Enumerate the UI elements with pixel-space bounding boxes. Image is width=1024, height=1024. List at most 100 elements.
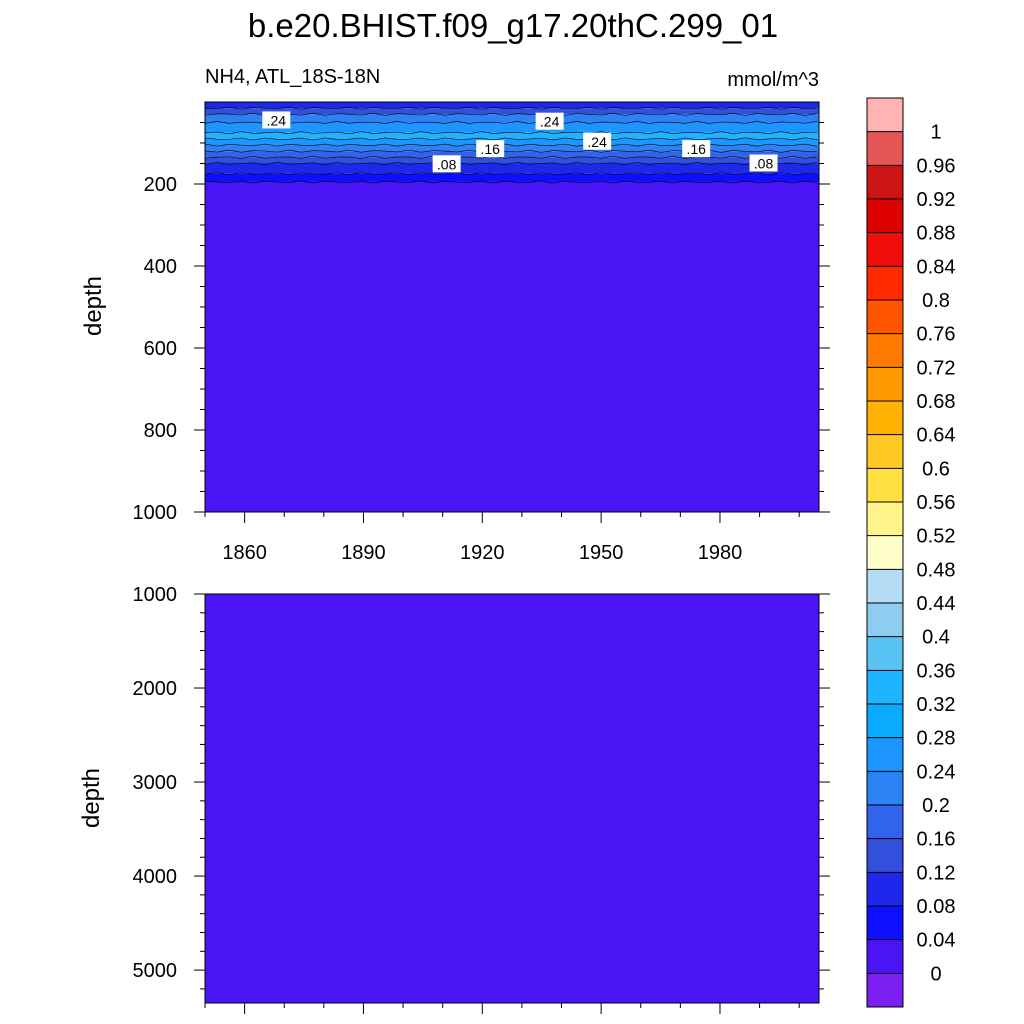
contour-label: .24 bbox=[262, 111, 291, 129]
colorbar-swatch bbox=[867, 199, 903, 233]
colorbar-label: 0.12 bbox=[917, 862, 956, 884]
contour-line bbox=[204, 137, 818, 141]
colorbar-label: 0.96 bbox=[917, 155, 956, 177]
units-label: mmol/m^3 bbox=[727, 69, 819, 91]
svg-text:.08: .08 bbox=[754, 156, 774, 172]
colorbar-swatch bbox=[867, 131, 903, 166]
y-tick-label: 3000 bbox=[133, 772, 178, 794]
upper-y-axis-label: depth bbox=[80, 276, 107, 336]
lower-axes: 1000 2000 3000 4000 5000 bbox=[133, 584, 830, 1014]
colorbar-label: 0.88 bbox=[917, 223, 956, 245]
lower-plot: 1000 2000 3000 4000 5000 bbox=[133, 584, 830, 1014]
colorbar-label: 0.08 bbox=[917, 896, 956, 918]
y-tick-label: 2000 bbox=[133, 678, 178, 700]
depth-band bbox=[205, 145, 819, 152]
colorbar-label: 0.64 bbox=[917, 425, 956, 447]
depth-band bbox=[205, 173, 819, 182]
y-tick-label: 200 bbox=[144, 174, 177, 196]
colorbar-label: 0.52 bbox=[917, 526, 956, 548]
colorbar-label: 1 bbox=[930, 122, 941, 144]
lower-y-axis-label: depth bbox=[78, 768, 105, 828]
colorbar-label: 0.76 bbox=[917, 324, 956, 346]
svg-text:.24: .24 bbox=[267, 112, 287, 128]
colorbar-label: 0.16 bbox=[917, 829, 956, 851]
colorbar-swatch bbox=[867, 232, 903, 267]
depth-band bbox=[205, 181, 819, 512]
colorbar-swatch bbox=[867, 737, 903, 772]
colorbar: 1 0.96 0.92 0.88 0.84 0.8 0.76 0.72 0.68 0.64 0.6 0… bbox=[866, 97, 956, 1008]
lower-plot-fill bbox=[205, 594, 819, 1003]
depth-band bbox=[205, 157, 819, 164]
depth-band bbox=[205, 114, 819, 123]
colorbar-label: 0.4 bbox=[922, 627, 950, 649]
colorbar-swatch bbox=[867, 401, 903, 435]
depth-band bbox=[205, 102, 819, 109]
contour-line bbox=[204, 106, 818, 110]
colorbar-label: 0.2 bbox=[922, 795, 950, 817]
contour-label: .08 bbox=[432, 155, 461, 173]
colorbar-swatch bbox=[867, 670, 903, 704]
contour-line bbox=[204, 162, 818, 165]
contour-line bbox=[204, 112, 818, 116]
upper-contour-lines bbox=[204, 106, 818, 184]
upper-plot-fill bbox=[205, 102, 819, 512]
contour-label: .24 bbox=[583, 132, 612, 150]
colorbar-label: 0.8 bbox=[922, 290, 950, 312]
colorbar-swatch bbox=[867, 333, 903, 368]
y-tick-label: 5000 bbox=[133, 960, 178, 982]
x-tick-label: 1980 bbox=[698, 542, 743, 564]
colorbar-swatch bbox=[867, 939, 903, 974]
colorbar-swatch bbox=[867, 872, 903, 906]
colorbar-label: 0.48 bbox=[917, 559, 956, 581]
depth-band bbox=[205, 122, 819, 133]
colorbar-label: 0.28 bbox=[917, 728, 956, 750]
colorbar-label: 0.6 bbox=[922, 458, 950, 480]
upper-plot: .24 .24 .24 .16 .16 .08 .08 200 400 600 800 1000 18… bbox=[133, 101, 830, 564]
colorbar-label: 0.68 bbox=[917, 391, 956, 413]
colorbar-label: 0.24 bbox=[917, 761, 956, 783]
colorbar-swatch bbox=[867, 300, 903, 334]
colorbar-swatch bbox=[867, 805, 903, 839]
depth-band bbox=[205, 138, 819, 146]
chart-title: b.e20.BHIST.f09_g17.20thC.299_01 bbox=[248, 7, 778, 44]
colorbar-label: 0 bbox=[930, 963, 941, 985]
svg-text:.16: .16 bbox=[686, 141, 706, 157]
x-tick-label: 1950 bbox=[579, 542, 624, 564]
y-tick-label: 600 bbox=[144, 338, 177, 360]
colorbar-swatch bbox=[867, 367, 903, 401]
depth-band bbox=[205, 163, 819, 174]
x-tick-label: 1920 bbox=[460, 542, 505, 564]
colorbar-label: 0.56 bbox=[917, 492, 956, 514]
upper-axes: 200 400 600 800 1000 1860 1890 1920 1950 1980 bbox=[133, 122, 830, 564]
contour-label: .16 bbox=[476, 140, 505, 158]
contour-label: .08 bbox=[749, 154, 778, 172]
depth-band bbox=[205, 108, 819, 115]
svg-text:.08: .08 bbox=[437, 156, 457, 172]
colorbar-swatch bbox=[867, 906, 903, 940]
colorbar-label: 0.04 bbox=[917, 930, 956, 952]
depth-band bbox=[205, 151, 819, 158]
variable-label: NH4, ATL_18S-18N bbox=[205, 66, 380, 88]
depth-band bbox=[205, 132, 819, 139]
colorbar-swatch bbox=[867, 468, 903, 502]
colorbar-label: 0.44 bbox=[917, 593, 956, 615]
colorbar-swatch bbox=[867, 165, 903, 199]
svg-text:.24: .24 bbox=[587, 134, 607, 150]
colorbar-swatch bbox=[867, 704, 903, 738]
colorbar-label: 0.32 bbox=[917, 694, 956, 716]
upper-contour-labels: .24 .24 .24 .16 .16 .08 .08 bbox=[262, 111, 778, 173]
y-tick-label: 1000 bbox=[133, 584, 178, 606]
colorbar-swatch bbox=[867, 973, 903, 1007]
y-tick-label: 400 bbox=[144, 256, 177, 278]
colorbar-swatch bbox=[867, 502, 903, 536]
contour-line bbox=[204, 143, 818, 147]
contour-label: .16 bbox=[682, 140, 711, 158]
colorbar-swatch bbox=[867, 603, 903, 637]
contour-line bbox=[204, 131, 818, 135]
colorbar-label: 0.84 bbox=[917, 256, 956, 278]
colorbar-swatch bbox=[867, 266, 903, 300]
colorbar-swatch bbox=[867, 838, 903, 873]
contour-line bbox=[204, 180, 818, 184]
svg-text:.24: .24 bbox=[540, 114, 560, 130]
